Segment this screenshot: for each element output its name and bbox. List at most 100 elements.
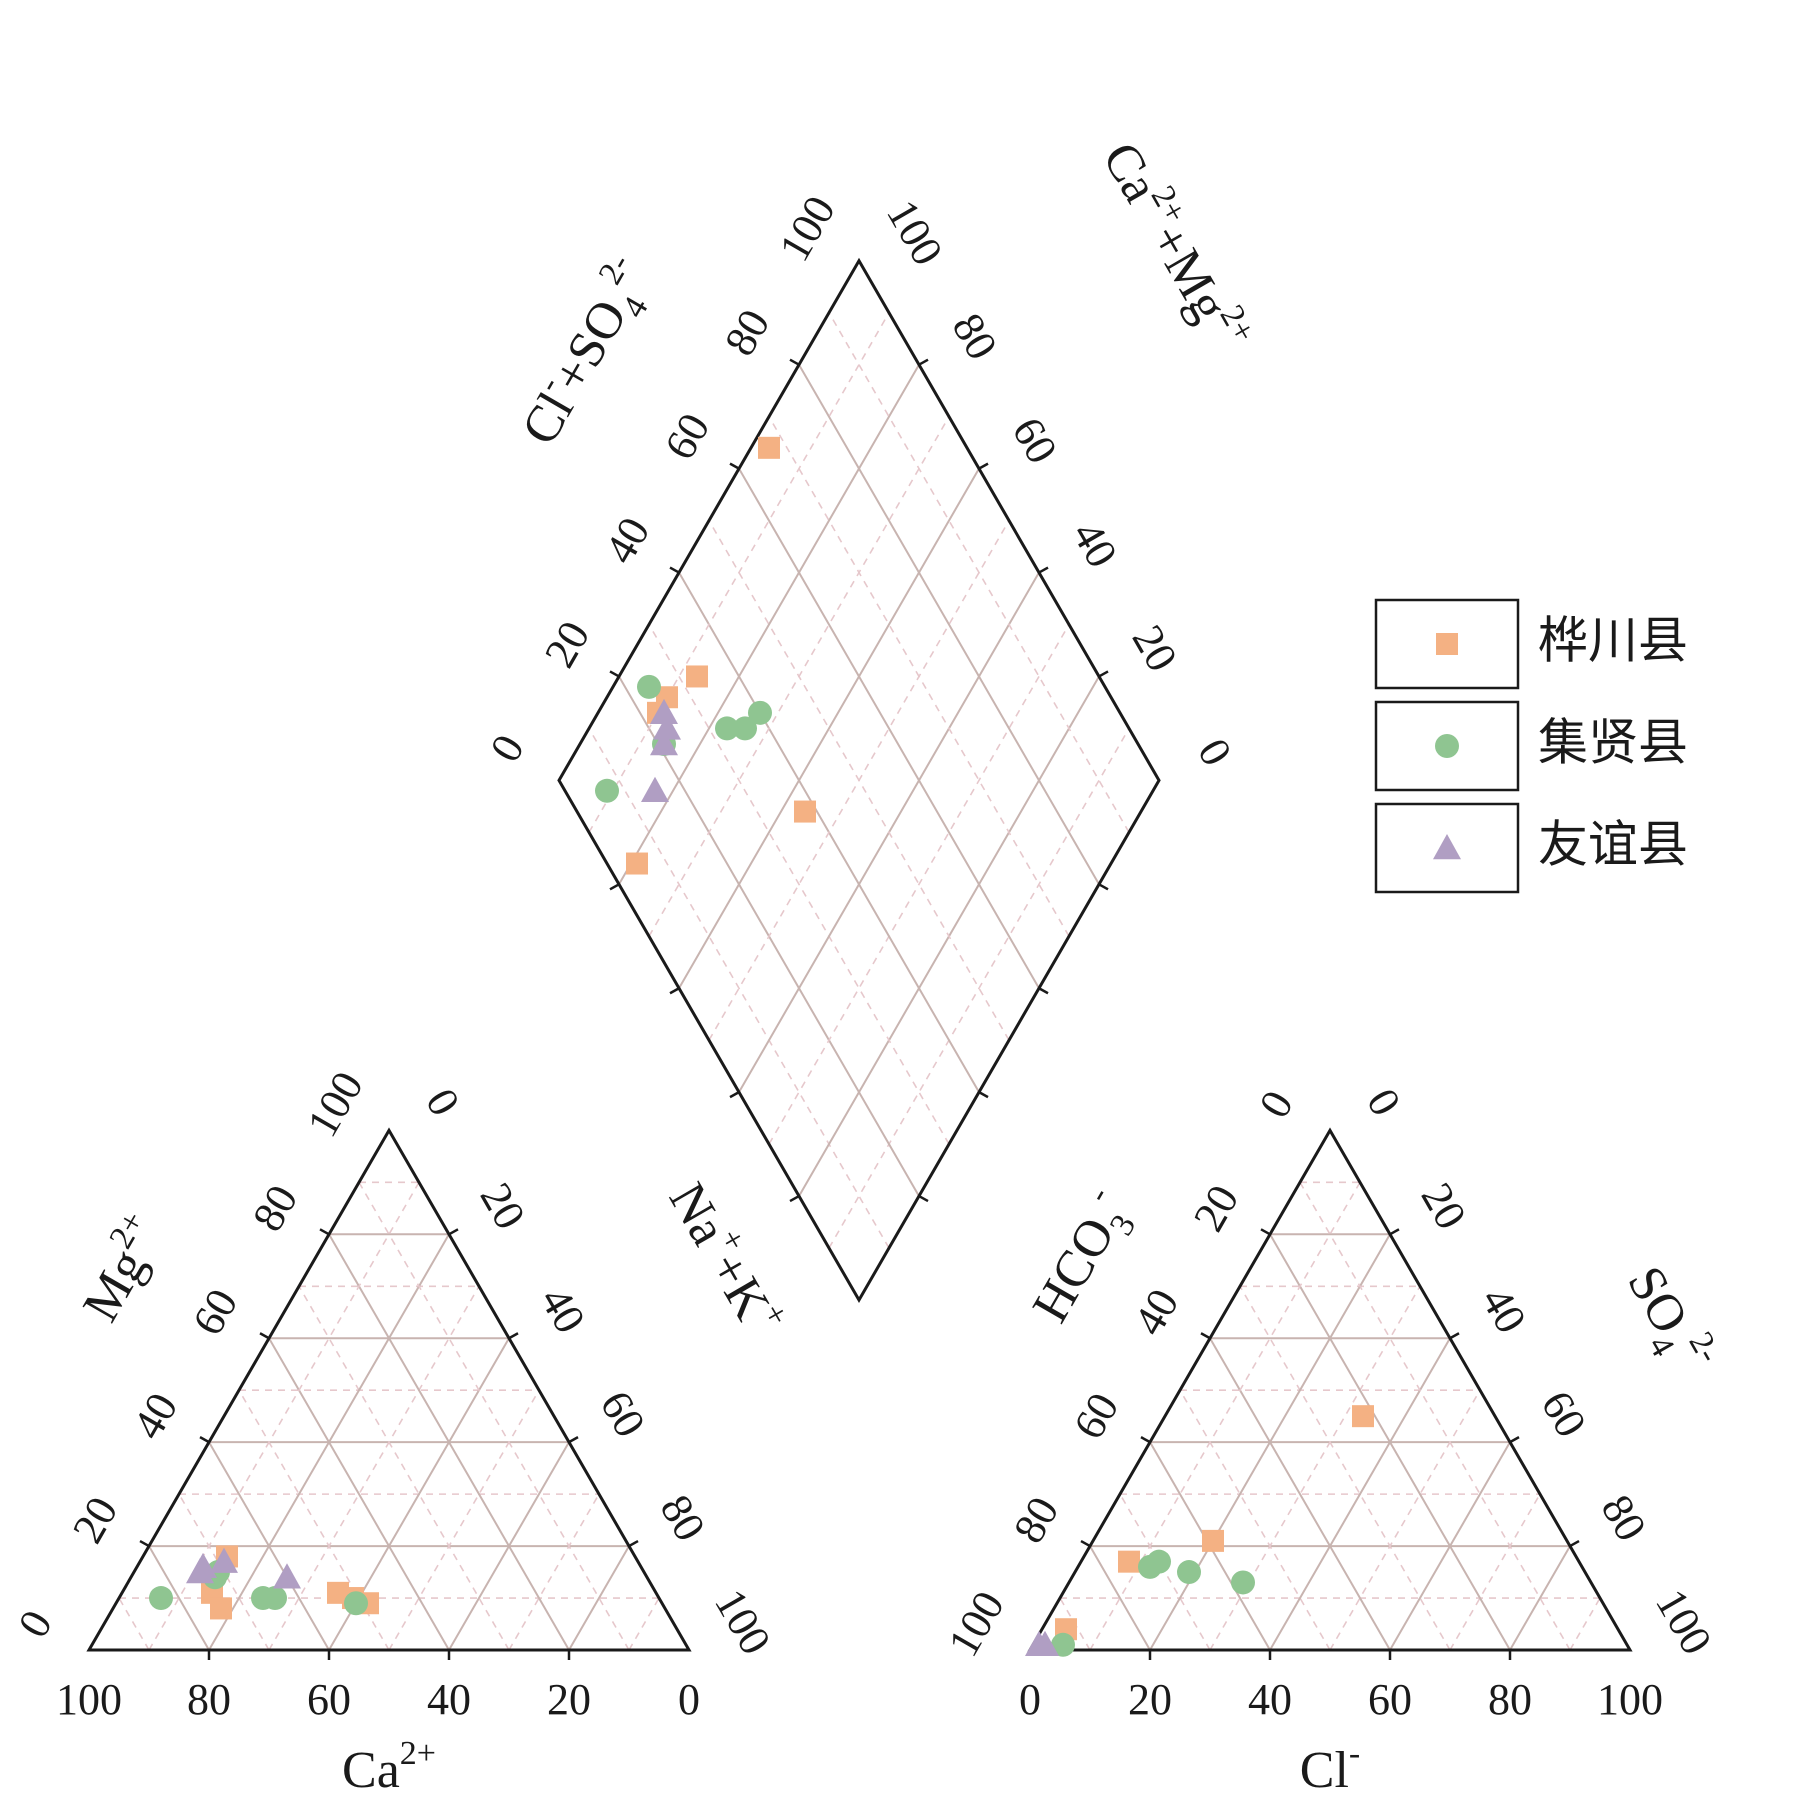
diamond-lower-right-tick-mark	[1098, 883, 1109, 891]
cation-left-tick-mark	[199, 1436, 210, 1444]
legend-label: 桦川县	[1538, 612, 1688, 668]
cation-grid-line	[508, 1493, 600, 1651]
anion-grid-line	[1569, 1597, 1601, 1651]
cation-right-tick-label: 100	[705, 1581, 780, 1663]
anion-left-tick-mark	[1080, 1539, 1091, 1548]
diamond-point	[595, 778, 619, 803]
anion-left-tick-mark	[1260, 1228, 1271, 1236]
grid-layer	[118, 312, 1601, 1651]
diamond-right-tick-mark	[978, 462, 989, 470]
anion-right-tick-label: 0	[1357, 1080, 1410, 1124]
anion-right-tick-label: 80	[1592, 1487, 1656, 1550]
cation-grid-line	[178, 1493, 270, 1651]
anion-point	[1231, 1570, 1255, 1595]
diamond-left-tick-label: 100	[769, 188, 844, 270]
cation-right-tick-label: 60	[591, 1383, 655, 1446]
anion-grid-line	[1089, 1181, 1361, 1651]
cation-grid-line	[568, 1545, 630, 1651]
anion-left-tick-label: 80	[1004, 1489, 1068, 1552]
diamond-left-tick-label: 40	[595, 509, 659, 572]
anion-point	[1177, 1560, 1201, 1585]
cation-right-tick-label: 0	[416, 1080, 469, 1124]
anion-point	[1051, 1632, 1075, 1657]
anion-left-tick-label: 60	[1064, 1385, 1128, 1448]
cation-left-tick-mark	[139, 1539, 150, 1548]
diamond-point	[637, 674, 661, 699]
anion-grid-line	[1269, 1233, 1511, 1651]
anion-right-axis-label: SO42-	[1607, 1254, 1727, 1388]
anion-right-tick-label: 20	[1412, 1175, 1476, 1238]
diamond-right-tick-label: 20	[1123, 617, 1187, 680]
diamond-grid-line	[828, 312, 1130, 833]
anion-left-tick-label: 0	[1249, 1082, 1302, 1126]
diamond-point	[641, 776, 669, 802]
cation-triangle-frame	[86, 1127, 692, 1652]
anion-bottom-tick-label: 20	[1128, 1675, 1172, 1724]
diamond-right-tick-mark	[1038, 566, 1049, 574]
diamond-point	[626, 852, 648, 875]
anion-grid-line	[1449, 1493, 1541, 1651]
cation-grid-line	[388, 1389, 540, 1651]
cation-point	[344, 1591, 368, 1616]
legend-square-marker	[1436, 633, 1458, 655]
cation-bottom-tick-label: 80	[187, 1675, 231, 1724]
cation-point	[210, 1547, 238, 1573]
diamond-point	[650, 698, 678, 725]
anion-grid-line	[1509, 1545, 1571, 1651]
cation-left-tick-mark	[319, 1228, 330, 1236]
diamond-point	[686, 665, 708, 688]
cation-grid-line	[238, 1389, 390, 1651]
diamond-right-axis-label: Ca2++Mg2+	[1091, 130, 1262, 362]
diamond-point	[653, 714, 681, 740]
cation-left-tick-label: 100	[297, 1063, 372, 1145]
cation-bottom-tick-label: 100	[56, 1675, 122, 1724]
legend-triangle-marker	[1433, 834, 1461, 860]
diamond-left-tick-mark	[729, 462, 740, 470]
cation-bottom-tick-label: 20	[547, 1675, 591, 1724]
diamond-grid-line	[678, 468, 980, 989]
cation-left-tick-label: 20	[63, 1489, 127, 1552]
diamond-left-tick-label: 60	[655, 405, 719, 468]
anion-point	[1147, 1549, 1171, 1574]
diamond-grid-line	[768, 624, 1070, 1145]
cation-right-tick-mark	[448, 1228, 459, 1236]
diamond-lower-left-tick-mark	[789, 1194, 800, 1203]
anion-bottom-tick-label: 40	[1248, 1675, 1292, 1724]
anion-left-tick-label: 100	[938, 1583, 1013, 1665]
cation-point	[149, 1586, 173, 1611]
cation-left-tick-mark	[259, 1332, 270, 1340]
cation-bottom-tick-label: 60	[307, 1675, 351, 1724]
anion-bottom-tick-label: 0	[1019, 1675, 1041, 1724]
cation-right-tick-label: 20	[471, 1175, 535, 1238]
diamond-lower-left-tick-mark	[609, 883, 620, 891]
frame-layer	[86, 257, 1633, 1652]
diamond-point	[715, 716, 739, 741]
diamond-point	[794, 800, 816, 823]
anion-left-tick-label: 40	[1124, 1281, 1188, 1344]
diamond-right-tick-mark	[918, 358, 929, 366]
anion-right-tick-mark	[1449, 1332, 1460, 1340]
diamond-grid-line	[648, 416, 950, 937]
cation-left-tick-label: 80	[243, 1177, 307, 1240]
legend-item: 友谊县	[1374, 802, 1688, 894]
diamond-lower-left-tick-mark	[669, 987, 680, 995]
diamond-left-tick-label: 0	[480, 726, 533, 770]
diamond-right-tick-label: 60	[1003, 409, 1067, 472]
cation-right-tick-label: 80	[651, 1487, 715, 1550]
cation-grid-line	[358, 1181, 630, 1651]
diamond-right-tick-label: 80	[943, 305, 1007, 368]
cation-grid-line	[298, 1285, 510, 1651]
diamond-point	[733, 716, 757, 741]
anion-right-tick-mark	[1389, 1228, 1400, 1236]
legend-item: 桦川县	[1374, 598, 1688, 690]
anion-triangle-frame	[1027, 1127, 1633, 1652]
cation-right-tick-mark	[628, 1539, 639, 1548]
point-layer	[149, 436, 1374, 1657]
diamond-left-axis-label: Cl-+SO42-	[505, 248, 670, 460]
cation-grid-line	[148, 1545, 210, 1651]
cation-grid-line	[208, 1233, 450, 1651]
diamond-lower-left-tick-mark	[729, 1091, 740, 1099]
axis-label-layer: Ca2+Mg2+ Na++K+Cl-HCO3-SO42-Cl-+SO42-Ca2+…	[72, 130, 1727, 1799]
